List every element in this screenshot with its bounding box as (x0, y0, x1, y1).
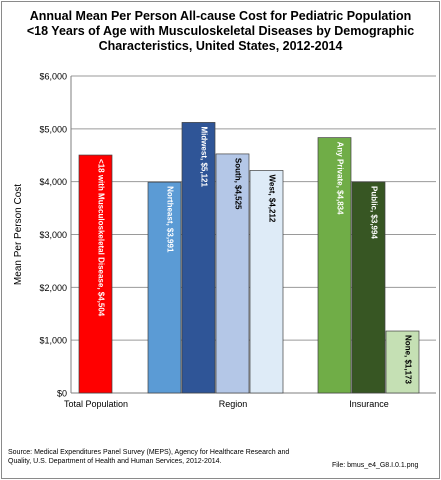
y-tick-label: $1,000 (39, 336, 67, 346)
bar-6 (351, 181, 386, 394)
y-tick-label: $2,000 (39, 283, 67, 293)
bar-label-3: South, $4,525 (234, 158, 243, 210)
bar-label-2: Midwest, $5,121 (200, 126, 209, 187)
y-tick-label: $4,000 (39, 177, 67, 187)
y-tick-label: $0 (57, 389, 67, 399)
file-name: File: bmus_e4_G8.I.0.1.png (332, 462, 419, 469)
bar-3 (215, 153, 250, 394)
bar-2 (181, 122, 216, 394)
title-line-3: Characteristics, United States, 2012-201… (98, 39, 343, 53)
y-tick-label: $5,000 (39, 124, 67, 134)
bar-7 (385, 330, 420, 394)
bar-label-6: Public, $3,994 (370, 186, 379, 239)
bar-label-7: None, $1,173 (404, 335, 413, 384)
bar-5 (317, 137, 352, 394)
title-line-2: <18 Years of Age with Musculoskeletal Di… (26, 24, 415, 38)
group-label-1: Region (219, 399, 248, 409)
group-label-2: Insurance (349, 399, 389, 409)
y-axis-label: Mean Per Person Cost (13, 184, 24, 285)
bar-4 (249, 170, 284, 394)
source-note: Source: Medical Expenditures Panel Surve… (8, 449, 290, 465)
bar-label-5: Any Private, $4,834 (336, 142, 345, 215)
bar-label-0: <18 with Musculoskeletal Disease, $4,504 (97, 159, 106, 317)
chart-title: Annual Mean Per Person All-cause Cost fo… (2, 9, 439, 54)
bar-1 (147, 181, 182, 394)
title-line-1: Annual Mean Per Person All-cause Cost fo… (29, 9, 412, 23)
bar-label-4: West, $4,212 (268, 174, 277, 222)
bar-0 (78, 154, 113, 394)
y-tick-label: $3,000 (39, 230, 67, 240)
group-label-0: Total Population (64, 399, 128, 409)
bar-label-1: Northeast, $3,991 (166, 186, 175, 253)
y-tick-label: $6,000 (39, 72, 67, 82)
